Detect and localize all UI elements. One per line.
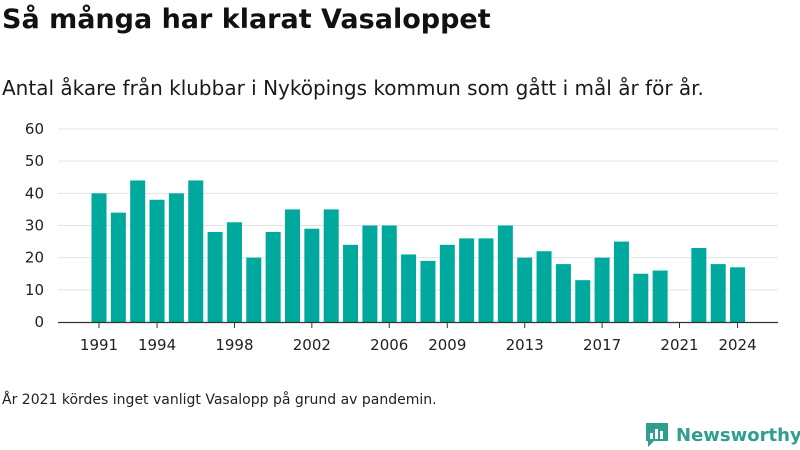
bar-1998 bbox=[226, 222, 242, 322]
bar-2020 bbox=[652, 270, 668, 322]
bar-chart: 0 10 20 30 40 50 60 1991 1994 1998 2002 2006 2009 20… bbox=[25, 120, 778, 354]
x-tick-label: 1991 bbox=[80, 336, 118, 354]
bar-2002 bbox=[304, 228, 320, 322]
x-tick-label: 2021 bbox=[660, 336, 698, 354]
bar-1999 bbox=[246, 257, 262, 322]
page-title: Så många har klarat Vasaloppet bbox=[2, 4, 491, 35]
x-tick-label: 2013 bbox=[506, 336, 544, 354]
bar-2011 bbox=[478, 238, 494, 322]
bar-2012 bbox=[497, 225, 513, 322]
bar-2004 bbox=[343, 244, 359, 322]
y-tick-label: 30 bbox=[25, 217, 44, 235]
bar-2024 bbox=[730, 267, 746, 322]
y-tick-label: 10 bbox=[25, 281, 44, 299]
x-tick-label: 1994 bbox=[138, 336, 176, 354]
x-axis-ticks: 1991 1994 1998 2002 2006 2009 2013 2017 2021 2024 bbox=[80, 322, 757, 354]
bar-2007 bbox=[401, 254, 417, 322]
bar-1992 bbox=[110, 212, 126, 322]
bar-2014 bbox=[536, 251, 552, 322]
brand-name: Newsworthy bbox=[676, 424, 800, 446]
bar-1993 bbox=[130, 180, 146, 322]
brand-logo[interactable]: Newsworthy bbox=[644, 421, 800, 449]
y-tick-label: 20 bbox=[25, 249, 44, 267]
page-subtitle: Antal åkare från klubbar i Nyköpings kom… bbox=[2, 76, 704, 100]
bar-1997 bbox=[207, 231, 223, 322]
bar-2016 bbox=[575, 280, 591, 322]
x-tick-label: 2024 bbox=[718, 336, 756, 354]
y-axis-tick-labels: 0 10 20 30 40 50 60 bbox=[25, 120, 44, 331]
bar-2017 bbox=[594, 257, 610, 322]
x-tick-label: 1998 bbox=[215, 336, 253, 354]
footnote: År 2021 kördes inget vanligt Vasalopp på… bbox=[2, 392, 437, 408]
bar-2008 bbox=[420, 260, 436, 322]
bar-2000 bbox=[265, 231, 281, 322]
bar-2009 bbox=[439, 244, 455, 322]
bar-2010 bbox=[459, 238, 475, 322]
x-tick-label: 2009 bbox=[428, 336, 466, 354]
bar-2018 bbox=[613, 241, 629, 322]
bar-2023 bbox=[710, 264, 726, 322]
y-tick-label: 0 bbox=[34, 313, 44, 331]
bar-1994 bbox=[149, 199, 165, 322]
bar-2013 bbox=[517, 257, 533, 322]
newsworthy-logo-icon bbox=[646, 423, 668, 447]
bar-2019 bbox=[633, 273, 649, 322]
bar-1991 bbox=[91, 193, 107, 322]
bar-2015 bbox=[555, 264, 571, 322]
x-tick-label: 2006 bbox=[370, 336, 408, 354]
bar-2003 bbox=[323, 209, 339, 322]
bar-1996 bbox=[188, 180, 204, 322]
gridlines bbox=[58, 128, 778, 291]
x-tick-label: 2002 bbox=[293, 336, 331, 354]
bar-2001 bbox=[285, 209, 300, 322]
bar-2006 bbox=[381, 225, 397, 322]
x-tick-label: 2017 bbox=[583, 336, 621, 354]
bar-1995 bbox=[168, 193, 184, 322]
y-tick-label: 50 bbox=[25, 152, 44, 170]
bars bbox=[91, 180, 746, 322]
bar-2005 bbox=[362, 225, 378, 322]
y-tick-label: 40 bbox=[25, 184, 44, 202]
bar-2022 bbox=[691, 248, 707, 322]
y-tick-label: 60 bbox=[25, 120, 44, 138]
